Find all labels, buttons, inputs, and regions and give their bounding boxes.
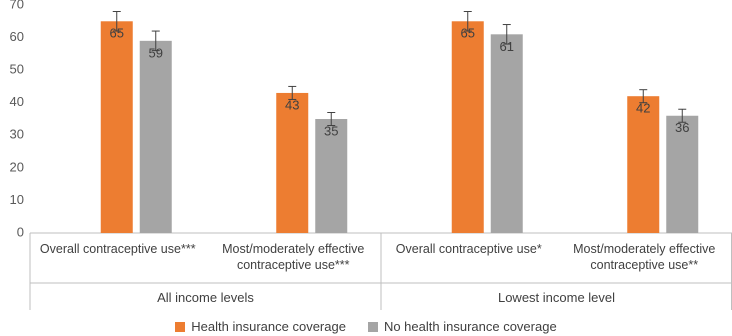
legend-label: Health insurance coverage [191,319,346,334]
y-tick-label: 0 [17,224,24,239]
error-bar [112,11,121,32]
bar [451,21,484,233]
error-bar [151,30,160,52]
legend-item: No health insurance coverage [367,319,557,334]
bar [666,115,699,233]
x-tick-label: Most/moderately effective contraceptive … [222,242,365,272]
value-label: 35 [324,123,338,138]
value-label: 65 [110,26,124,41]
legend-swatch [367,321,378,332]
x-tick-label: Most/moderately effective contraceptive … [573,242,716,272]
legend: Health insurance coverage No health insur… [0,319,732,334]
y-tick-label: 10 [10,192,24,207]
error-bar [463,11,472,32]
group-label: All income levels [157,290,254,305]
value-label: 65 [461,26,475,41]
bar [490,34,523,233]
legend-swatch [175,321,186,332]
y-tick-label: 50 [10,62,24,77]
y-tick-label: 30 [10,127,24,142]
error-bar [639,89,648,104]
value-label: 42 [636,101,650,116]
y-tick-label: 70 [10,0,24,11]
x-tick-label: Overall contraceptive use* [395,242,542,256]
value-label: 36 [675,120,689,135]
bar [100,21,133,233]
legend-item: Health insurance coverage [175,319,346,334]
y-tick-label: 40 [10,94,24,109]
bar [627,96,660,233]
value-label: 43 [285,97,299,112]
error-bar [502,24,511,45]
x-tick-label: Overall contraceptive use*** [39,242,196,256]
legend-label: No health insurance coverage [383,319,557,334]
value-label: 59 [149,45,163,60]
bar [315,119,348,233]
bar [276,92,309,233]
error-bar [327,111,336,127]
group-label: Lowest income level [497,290,616,305]
error-bar [678,108,687,123]
bar [139,40,172,234]
error-bar [288,85,297,100]
y-tick-label: 60 [10,29,24,44]
value-label: 61 [500,39,514,54]
y-tick-label: 20 [10,159,24,174]
